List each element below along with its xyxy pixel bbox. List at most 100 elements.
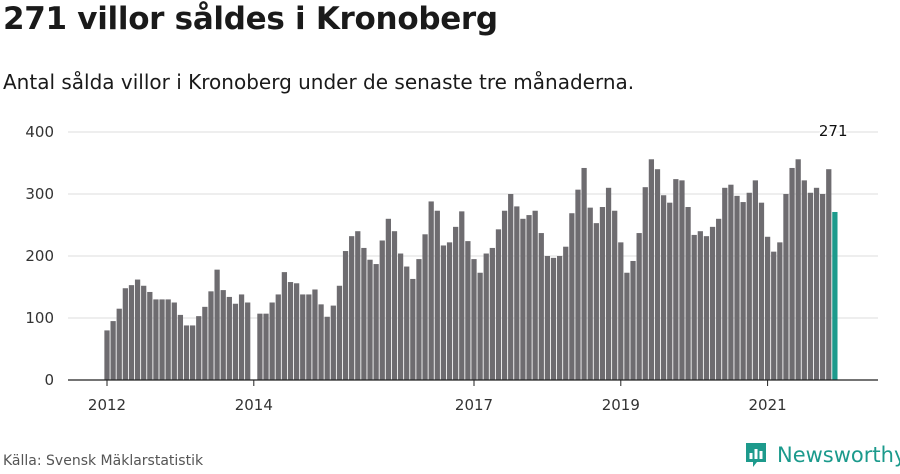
bar: [361, 247, 367, 380]
bar: [716, 218, 722, 380]
bar: [177, 314, 184, 380]
bar: [410, 278, 416, 380]
bar: [667, 202, 673, 380]
bar: [416, 259, 422, 380]
bar: [563, 246, 569, 380]
bar: [428, 201, 434, 380]
bar: [691, 234, 697, 380]
bar: [495, 229, 502, 380]
bar: [422, 234, 428, 380]
bar: [281, 272, 288, 380]
bar: [636, 233, 642, 380]
bar: [581, 167, 587, 380]
bar: [404, 266, 410, 380]
x-tick-label: 2014: [235, 396, 273, 414]
brand-logo: Newsworthy: [744, 441, 900, 469]
bar: [703, 236, 710, 380]
bar: [159, 299, 165, 380]
bar: [526, 215, 532, 380]
bar: [306, 294, 312, 380]
y-axis-labels: 0 100 200 300 400: [25, 123, 54, 389]
bar: [232, 303, 239, 380]
bar: [269, 302, 275, 380]
bar: [789, 167, 795, 380]
bar: [826, 169, 832, 380]
brand-name: Newsworthy: [777, 443, 900, 467]
bar: [575, 189, 581, 380]
bar: [446, 242, 453, 380]
bar: [679, 180, 685, 380]
bar: [459, 211, 465, 380]
bar: [440, 245, 447, 380]
bar: [483, 253, 489, 380]
bar: [777, 242, 783, 380]
bar: [783, 194, 789, 380]
bar: [434, 210, 440, 380]
bar: [801, 180, 807, 380]
bar: [569, 213, 575, 380]
bar: [183, 325, 190, 380]
bar: [550, 257, 557, 380]
bar: [612, 210, 618, 380]
bar: [171, 302, 177, 380]
bar: [122, 288, 128, 380]
bar: [116, 308, 122, 380]
bar: [795, 159, 801, 380]
bar: [245, 302, 251, 380]
bar: [196, 316, 202, 380]
bar: [336, 285, 343, 380]
bar: [471, 259, 477, 380]
newsworthy-logo-icon: [746, 443, 766, 467]
bar: [593, 223, 599, 380]
bar: [709, 226, 716, 380]
bar: [275, 294, 281, 380]
bar: [532, 210, 538, 380]
bar: [605, 187, 612, 380]
bar: [465, 241, 471, 380]
bar: [820, 194, 826, 380]
bar: [226, 296, 232, 380]
chart-title: 271 villor såldes i Kronoberg: [3, 1, 498, 37]
bars: [104, 159, 838, 380]
bar: [141, 285, 147, 380]
bar: [134, 279, 141, 380]
bar: [752, 180, 758, 380]
bar: [287, 282, 294, 380]
bar: [697, 231, 703, 380]
bar: [501, 210, 508, 380]
bar: [208, 291, 214, 380]
y-tick-label: 0: [44, 371, 54, 389]
bar: [330, 305, 336, 380]
bar: [349, 236, 355, 380]
bar: [373, 264, 379, 380]
bar: [165, 299, 171, 380]
bar: [722, 187, 728, 380]
y-tick-label: 400: [25, 123, 54, 141]
bar: [734, 195, 740, 380]
bar: [293, 283, 300, 380]
bar: [220, 290, 226, 380]
bar: [190, 325, 196, 380]
bar-latest: [832, 211, 838, 380]
bar: [673, 179, 679, 380]
bar: [624, 272, 630, 380]
bar: [771, 251, 777, 380]
bar: [153, 299, 159, 380]
bar: [642, 187, 648, 380]
bar: [355, 231, 361, 380]
bar: [453, 226, 459, 380]
bar: [379, 240, 385, 380]
bar: [648, 159, 655, 380]
bar: [654, 169, 661, 380]
source-note: Källa: Svensk Mäklarstatistik: [3, 453, 204, 469]
bar: [110, 321, 116, 380]
bar: [147, 291, 153, 380]
bar: [728, 184, 734, 380]
bar: [764, 236, 771, 380]
bar: [813, 187, 820, 380]
bar: [685, 207, 691, 380]
bar: [367, 259, 373, 380]
bar: [758, 202, 765, 380]
bar: [660, 195, 667, 380]
